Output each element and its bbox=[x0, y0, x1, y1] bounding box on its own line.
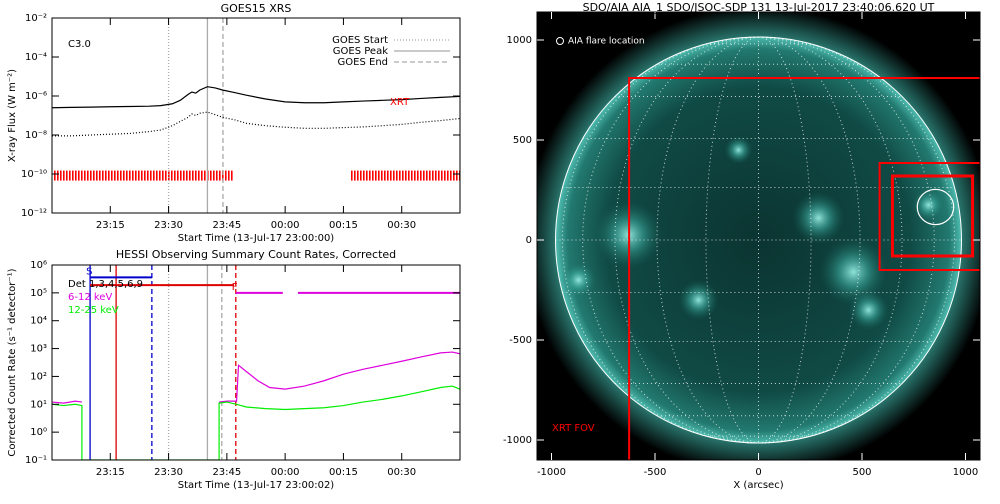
y-axis-label: X-ray Flux (W m⁻²) bbox=[7, 69, 18, 162]
y-tick-label: 10⁰ bbox=[30, 427, 47, 438]
legend-label: 6-12 keV bbox=[68, 292, 112, 303]
x-tick-label: 00:30 bbox=[387, 220, 416, 231]
solar-disk bbox=[555, 37, 962, 443]
y-tick-label: 10⁻¹ bbox=[25, 455, 47, 466]
y-tick-label: 10⁻² bbox=[25, 13, 47, 24]
data-line bbox=[52, 86, 460, 109]
plot-area bbox=[52, 265, 460, 460]
y-tick-label: 10⁻¹⁰ bbox=[21, 169, 47, 180]
flare-circle bbox=[916, 188, 955, 226]
x-tick-label: 00:00 bbox=[271, 467, 300, 478]
heliographic-grid bbox=[555, 36, 962, 444]
active-region bbox=[678, 280, 719, 320]
x-tick-label: 23:45 bbox=[212, 220, 241, 231]
y-tick-label: 10⁶ bbox=[30, 260, 47, 271]
x-tick-label: 00:00 bbox=[271, 220, 300, 231]
region-box bbox=[890, 174, 975, 258]
x-tick-label: 23:30 bbox=[154, 467, 183, 478]
x-axis-label: Start Time (13-Jul-17 23:00:00) bbox=[178, 233, 335, 244]
y-tick-label: 10⁻⁸ bbox=[25, 130, 47, 141]
legend-label: GOES End bbox=[338, 57, 388, 68]
active-region bbox=[560, 262, 597, 298]
plot-frame bbox=[51, 17, 461, 214]
data-line bbox=[52, 351, 460, 404]
x-tick-label: 23:15 bbox=[96, 220, 125, 231]
flare-legend-label: AIA flare location bbox=[568, 37, 645, 47]
y-tick-label: -1000 bbox=[503, 435, 532, 446]
y-tick-label: 10² bbox=[30, 371, 47, 382]
x-axis-label: Start Time (13-Jul-17 23:00:02) bbox=[178, 480, 335, 491]
chart-title: SDO/AIA AIA_1 SDO/JSOC-SDP 131 13-Jul-20… bbox=[583, 1, 935, 14]
flag-label: S bbox=[86, 266, 92, 277]
flag-label: F bbox=[232, 282, 238, 293]
y-tick-label: 1000 bbox=[507, 35, 532, 46]
longitude-line bbox=[758, 36, 903, 444]
y-tick-label: 10¹ bbox=[30, 399, 47, 410]
chart-title: HESSI Observing Summary Count Rates, Cor… bbox=[116, 248, 396, 261]
y-tick-label: 10⁻⁴ bbox=[25, 52, 47, 63]
legend-label: GOES Peak bbox=[333, 46, 388, 57]
region-box bbox=[878, 162, 980, 271]
x-tick-label: 23:45 bbox=[212, 467, 241, 478]
x-axis-label: X (arcsec) bbox=[733, 480, 783, 491]
y-tick-label: 10⁴ bbox=[30, 316, 47, 327]
x-tick-label: 500 bbox=[852, 467, 871, 478]
y-tick-label: 0 bbox=[526, 235, 532, 246]
data-line bbox=[52, 111, 460, 137]
plot-area bbox=[52, 18, 460, 213]
x-tick-label: -1000 bbox=[537, 467, 566, 478]
xrt-coverage bbox=[53, 170, 234, 181]
x-tick-label: 1000 bbox=[953, 467, 978, 478]
active-region bbox=[819, 238, 888, 306]
xrt-coverage bbox=[350, 170, 460, 181]
flare-legend-symbol bbox=[556, 37, 564, 45]
plot-frame bbox=[51, 264, 461, 461]
legend-title: Det 1,3,4,5,6,9 bbox=[68, 279, 143, 290]
y-tick-label: 500 bbox=[513, 135, 532, 146]
data-line bbox=[52, 385, 460, 460]
solar-limb bbox=[555, 36, 962, 444]
active-region bbox=[724, 136, 753, 164]
annotation: XRT bbox=[390, 97, 410, 108]
y-tick-label: 10⁻¹² bbox=[21, 208, 47, 219]
legend-label: GOES Start bbox=[332, 35, 388, 46]
y-tick-label: 10⁵ bbox=[30, 288, 47, 299]
y-tick-label: 10⁻⁶ bbox=[25, 91, 47, 102]
xrt-fov bbox=[628, 77, 980, 460]
active-region bbox=[792, 192, 845, 244]
x-tick-label: -500 bbox=[644, 467, 667, 478]
fov-label: XRT FOV bbox=[552, 423, 595, 434]
plot-area bbox=[537, 12, 980, 460]
x-tick-label: 00:30 bbox=[387, 467, 416, 478]
x-tick-label: 23:30 bbox=[154, 220, 183, 231]
x-tick-label: 00:15 bbox=[329, 467, 358, 478]
x-tick-label: 00:15 bbox=[329, 220, 358, 231]
x-tick-label: 23:15 bbox=[96, 467, 125, 478]
legend-label: 12-25 keV bbox=[68, 305, 119, 316]
longitude-line bbox=[614, 36, 759, 444]
chart-title: GOES15 XRS bbox=[221, 2, 292, 15]
y-tick-label: -500 bbox=[509, 335, 532, 346]
x-tick-label: 0 bbox=[755, 467, 761, 478]
y-axis-label: Corrected Count Rate (s⁻¹ detector⁻¹) bbox=[7, 268, 18, 456]
active-region bbox=[848, 290, 889, 330]
annotation: C3.0 bbox=[68, 39, 91, 50]
y-tick-label: 10³ bbox=[30, 344, 47, 355]
